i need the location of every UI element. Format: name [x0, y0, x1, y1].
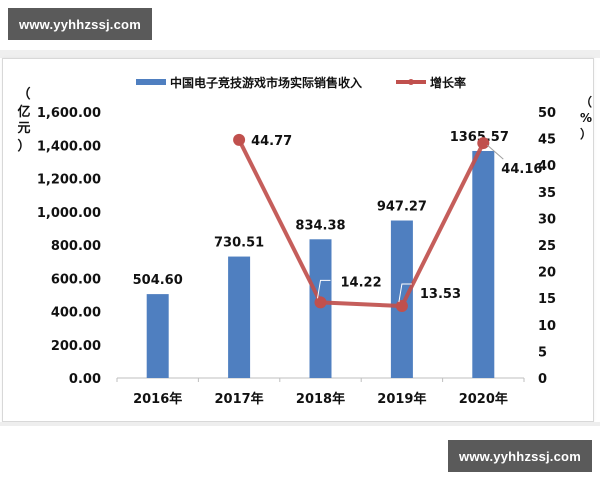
bar-value-label: 1365.57: [450, 130, 509, 145]
legend-line-marker: [408, 79, 414, 85]
leader-line: [398, 283, 412, 303]
bar-value-label: 730.51: [214, 236, 264, 251]
left-unit-char: （: [17, 86, 30, 102]
growth-line: [237, 138, 486, 309]
left-unit-char: 亿: [17, 104, 30, 120]
right-unit-char: %: [580, 111, 592, 125]
bar-series: 504.60 730.51 834.38 947.27 1365.57: [133, 130, 509, 378]
chart-frame: [2, 58, 594, 422]
line-marker: [395, 300, 408, 313]
left-unit-char: 元: [17, 121, 30, 136]
leader-line: [486, 144, 504, 160]
left-unit-char: ）: [17, 138, 30, 154]
line-value-label: 44.16: [501, 162, 542, 177]
watermark-bottom: www.yyhhzssj.com: [448, 440, 592, 472]
legend: 中国电子竞技游戏市场实际销售收入 增长率: [136, 75, 466, 90]
legend-line-label: 增长率: [430, 75, 466, 90]
line-marker: [314, 296, 327, 309]
x-category-label: 2020年: [459, 391, 508, 407]
bar: [228, 256, 251, 378]
bar: [390, 220, 413, 378]
line-marker: [233, 133, 246, 146]
left-tick-label: 1,600.00: [37, 106, 101, 121]
left-tick-label: 1,000.00: [37, 206, 101, 221]
left-tick-label: 1,200.00: [37, 173, 101, 188]
line-value-label: 13.53: [420, 287, 461, 302]
right-unit-char: （: [580, 94, 592, 109]
left-tick-label: 800.00: [51, 239, 101, 254]
bottom-band: [0, 422, 600, 426]
right-tick-label: 40: [538, 159, 556, 174]
line-value-label: 44.77: [251, 134, 292, 149]
right-tick-label: 45: [538, 133, 556, 148]
bar-value-label: 504.60: [133, 273, 183, 288]
bar-value-label: 947.27: [377, 200, 427, 215]
right-tick-label: 5: [538, 345, 547, 360]
legend-bar-swatch: [136, 79, 166, 85]
right-unit-char: ）: [580, 126, 592, 141]
x-category-label: 2019年: [377, 391, 426, 407]
right-tick-label: 10: [538, 319, 556, 334]
left-tick-label: 200.00: [51, 339, 101, 354]
bar: [472, 150, 495, 378]
legend-bar-label: 中国电子竞技游戏市场实际销售收入: [170, 75, 362, 90]
left-tick-label: 600.00: [51, 272, 101, 287]
bar: [146, 294, 169, 378]
right-tick-label: 15: [538, 292, 556, 307]
x-category-label: 2016年: [133, 391, 182, 407]
x-category-label: 2018年: [296, 391, 345, 407]
x-axis: 2016年 2017年 2018年 2019年 2020年: [116, 377, 525, 407]
watermark-top: www.yyhhzssj.com: [8, 8, 152, 40]
left-tick-label: 400.00: [51, 306, 101, 321]
bar-value-label: 834.38: [295, 218, 345, 233]
left-axis-unit: （ 亿元 ）: [17, 86, 30, 154]
right-tick-label: 0: [538, 372, 547, 387]
line-series: 44.77 14.22 13.53 44.16: [233, 133, 542, 313]
x-category-label: 2017年: [215, 391, 264, 407]
right-axis-ticks: 0 5 10 15 20 25 30 35 40 45 50: [538, 106, 556, 387]
right-axis-unit: （%）: [580, 94, 592, 141]
leader-line: [317, 279, 331, 299]
left-axis-ticks: 0.00 200.00 400.00 600.00 800.00 1,000.00 1,20…: [37, 106, 101, 387]
left-tick-label: 1,400.00: [37, 139, 101, 154]
right-tick-label: 25: [538, 239, 556, 254]
right-tick-label: 50: [538, 106, 556, 121]
right-tick-label: 30: [538, 212, 556, 227]
left-tick-label: 0.00: [69, 372, 101, 387]
right-tick-label: 35: [538, 186, 556, 201]
line-value-label: 14.22: [341, 275, 382, 290]
bar: [309, 239, 332, 378]
right-tick-label: 20: [538, 266, 556, 281]
top-band: [0, 50, 600, 58]
line-marker: [477, 137, 490, 150]
